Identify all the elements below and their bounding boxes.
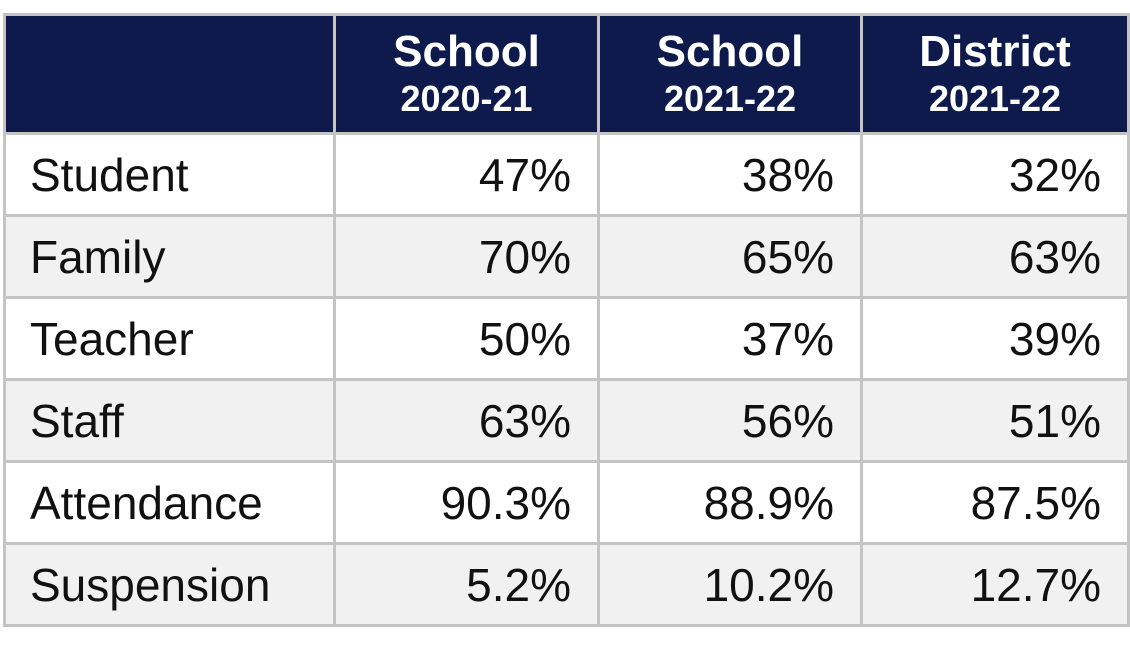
- cell-value: 65%: [597, 214, 863, 299]
- column-header: School 2020-21: [333, 13, 600, 135]
- header-line1: School: [656, 27, 804, 76]
- row-label: Family: [3, 214, 336, 299]
- cell-value: 37%: [597, 296, 863, 381]
- cell-value: 32%: [860, 132, 1130, 217]
- row-label: Staff: [3, 378, 336, 463]
- cell-value: 63%: [860, 214, 1130, 299]
- table-container: School 2020-21 School 2021-22 District 2021-2…: [3, 13, 1130, 627]
- header-corner: [3, 13, 336, 135]
- header-line2: 2021-22: [663, 78, 797, 119]
- column-header: District 2021-22: [860, 13, 1130, 135]
- column-header: School 2021-22: [597, 13, 863, 135]
- header-line1: School: [393, 27, 540, 76]
- row-label: Student: [3, 132, 336, 217]
- row-label: Teacher: [3, 296, 336, 381]
- table-body: Student 47% 38% 32% Family 70% 65% 63% Teacher 50…: [3, 132, 1130, 627]
- table-row: Family 70% 65% 63%: [3, 214, 1130, 299]
- data-table: School 2020-21 School 2021-22 District 2021-2…: [3, 13, 1130, 627]
- cell-value: 39%: [860, 296, 1130, 381]
- cell-value: 90.3%: [333, 460, 600, 545]
- table-row: Staff 63% 56% 51%: [3, 378, 1130, 463]
- table-row: Teacher 50% 37% 39%: [3, 296, 1130, 381]
- cell-value: 56%: [597, 378, 863, 463]
- cell-value: 12.7%: [860, 542, 1130, 627]
- row-label: Suspension: [3, 542, 336, 627]
- cell-value: 38%: [597, 132, 863, 217]
- cell-value: 63%: [333, 378, 600, 463]
- header-line2: 2020-21: [400, 78, 533, 119]
- cell-value: 50%: [333, 296, 600, 381]
- cell-value: 88.9%: [597, 460, 863, 545]
- header-line1: District: [919, 27, 1071, 76]
- cell-value: 70%: [333, 214, 600, 299]
- table-row: Student 47% 38% 32%: [3, 132, 1130, 217]
- row-label: Attendance: [3, 460, 336, 545]
- table-row: Suspension 5.2% 10.2% 12.7%: [3, 542, 1130, 627]
- cell-value: 87.5%: [860, 460, 1130, 545]
- cell-value: 10.2%: [597, 542, 863, 627]
- cell-value: 51%: [860, 378, 1130, 463]
- cell-value: 47%: [333, 132, 600, 217]
- header-row: School 2020-21 School 2021-22 District 2021-2…: [3, 13, 1130, 135]
- cell-value: 5.2%: [333, 542, 600, 627]
- header-line2: 2021-22: [928, 78, 1062, 119]
- table-row: Attendance 90.3% 88.9% 87.5%: [3, 460, 1130, 545]
